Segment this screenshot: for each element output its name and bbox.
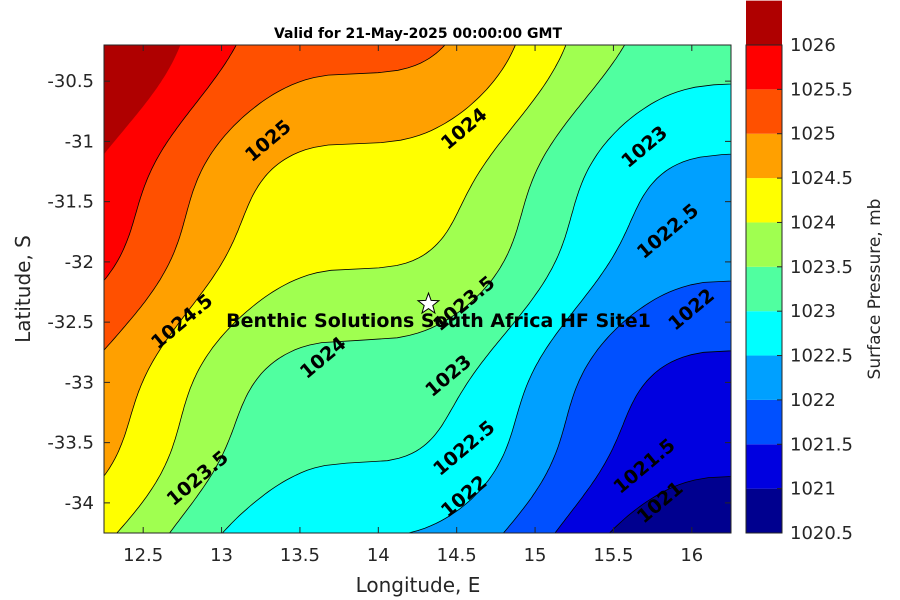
contour-line-1023 [221,83,731,533]
colorbar-tick-label: 1024 [790,212,836,233]
colorbar-swatch [746,444,782,489]
contour-line-1024.5 [104,45,516,477]
contour-line-1025.5 [104,45,237,281]
y-tick-label: -34 [65,493,94,514]
colorbar-swatch [746,399,782,445]
plot-frame [103,44,732,534]
pressure-fill-bands [104,45,731,533]
colorbar-swatch [746,178,782,223]
x-tick-label: 14 [367,545,390,566]
y-tick-label: -31.5 [47,192,94,213]
contour-line-1023.5 [169,45,626,533]
site-star-icon [416,291,441,315]
contour-line-1024 [116,45,567,533]
colorbar-tick-label: 1025 [790,124,836,145]
colorbar-tick-label: 1020.5 [790,523,853,544]
colorbar-frame [745,44,783,534]
colorbar-tick-label: 1024.5 [790,168,853,189]
contour-lines [104,45,731,533]
colorbar-label: Surface Pressure, mb [865,199,885,380]
colorbar-swatch [746,222,782,267]
y-tick-label: -32.5 [47,312,94,333]
y-tick-label: -33 [65,372,94,393]
colorbar-tick-label: 1025.5 [790,79,853,100]
x-tick-label: 14.5 [437,545,477,566]
colorbar-swatch [746,488,782,533]
x-tick-label: 13 [210,545,233,566]
chart-title: Valid for 21-May-2025 00:00:00 GMT [274,26,562,42]
colorbar-tick-label: 1021.5 [790,434,853,455]
y-axis-label: Latitude, S [11,235,35,343]
contour-line-1025 [104,45,446,351]
colorbar-swatch [746,45,782,90]
band-fill-1021 [609,476,731,533]
colorbar-tick-label: 1026 [790,35,836,56]
colorbar-swatch [746,0,782,45]
x-tick-label: 15.5 [593,545,633,566]
x-tick-label: 12.5 [123,545,163,566]
colorbar-tick-label: 1023 [790,301,836,322]
y-tick-label: -32 [65,252,94,273]
x-tick-label: 13.5 [280,545,320,566]
x-tick-label: 16 [680,545,703,566]
contour-line-1022.5 [406,153,731,533]
x-tick-label: 15 [524,545,547,566]
colorbar-swatch [746,311,782,356]
colorbar-swatch [746,89,782,134]
colorbar-tick-label: 1023.5 [790,257,853,278]
colorbar-swatch [746,266,782,312]
x-axis-ticks: 12.5 13 13.5 14 14.5 15 15.5 16 [123,45,703,566]
y-tick-label: -30.5 [47,71,94,92]
y-tick-label: -33.5 [47,433,94,454]
y-tick-label: -31 [65,131,94,152]
contour-line-1021.5 [554,350,731,533]
colorbar-tick-label: 1021 [790,479,836,500]
colorbar-tick-label: 1022.5 [790,346,853,367]
colorbar-tick-label: 1022 [790,390,836,411]
site-label: Benthic Solutions South Africa HF Site1 [226,310,651,332]
contour-line-1022 [502,280,731,533]
x-axis-label: Longitude, E [356,573,481,597]
y-axis-ticks: -30.5 -31 -31.5 -32 -32.5 -33 -33.5 -34 [47,71,731,514]
colorbar-swatch [746,355,782,400]
colorbar: 1026 1025.5 1025 1024.5 1024 1023.5 1023 1022.5… [745,0,853,544]
site-marker-group: Benthic Solutions South Africa HF Site1 [226,291,651,332]
colorbar-swatch [746,133,782,179]
